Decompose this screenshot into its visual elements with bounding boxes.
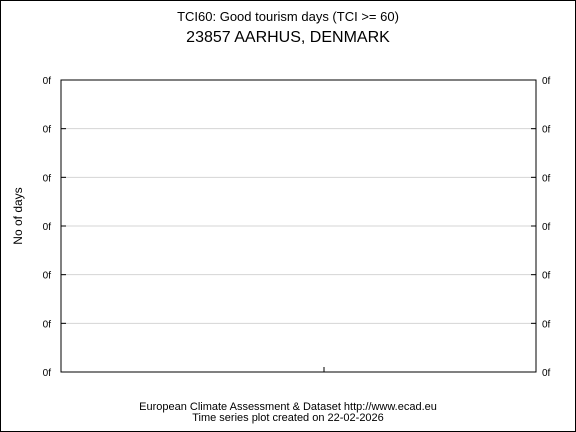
y-tick-label-left: 0f bbox=[43, 319, 52, 330]
y-tick-label-right: 0f bbox=[542, 173, 551, 184]
grid-lines bbox=[61, 128, 536, 324]
footer-source: European Climate Assessment & Dataset ht… bbox=[139, 401, 437, 413]
y-tick-label-left: 0f bbox=[43, 76, 52, 87]
y-tick-label-right: 0f bbox=[542, 368, 551, 379]
y-axis-label: No of days bbox=[11, 187, 25, 244]
y-tick-label-right: 0f bbox=[542, 271, 551, 282]
y-tick-label-left: 0f bbox=[43, 125, 52, 136]
y-tick-label-right: 0f bbox=[542, 76, 551, 87]
y-tick-label-right: 0f bbox=[542, 222, 551, 233]
chart-title: TCI60: Good tourism days (TCI >= 60) bbox=[177, 9, 399, 24]
y-tick-label-left: 0f bbox=[43, 271, 52, 282]
y-axis-ticks: 0f 0f 0f 0f 0f 0f 0f 0f 0f 0f 0f 0f 0f 0f bbox=[43, 76, 551, 379]
y-tick-label-right: 0f bbox=[542, 125, 551, 136]
chart-subtitle: 23857 AARHUS, DENMARK bbox=[186, 29, 390, 46]
y-tick-label-right: 0f bbox=[542, 319, 551, 330]
y-tick-label-left: 0f bbox=[43, 368, 52, 379]
footer-created: Time series plot created on 22-02-2026 bbox=[192, 412, 384, 424]
y-tick-label-left: 0f bbox=[43, 222, 52, 233]
y-tick-label-left: 0f bbox=[43, 173, 52, 184]
